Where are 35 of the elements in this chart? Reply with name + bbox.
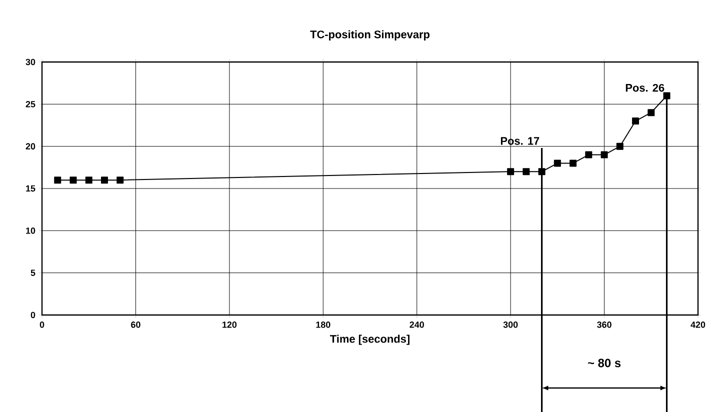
y-tick-label: 15 bbox=[26, 185, 36, 192]
point bbox=[522, 168, 530, 176]
point bbox=[616, 142, 624, 150]
point bbox=[554, 160, 561, 167]
x-tick-label: 120 bbox=[222, 322, 237, 328]
point bbox=[116, 176, 124, 184]
x-axis-title: Time [seconds] bbox=[330, 334, 410, 345]
point bbox=[648, 109, 655, 116]
y-tick-label: 20 bbox=[26, 143, 36, 150]
x-tick-label: 60 bbox=[131, 322, 140, 328]
point bbox=[85, 176, 92, 184]
x-tick-label: 240 bbox=[410, 322, 424, 328]
y-tick-label: 30 bbox=[26, 58, 36, 66]
point bbox=[663, 92, 670, 100]
x-tick-label: 180 bbox=[316, 322, 330, 328]
text: ~ 80 s bbox=[588, 358, 621, 368]
point bbox=[70, 176, 77, 184]
y-tick-label: 10 bbox=[26, 227, 36, 234]
point bbox=[538, 168, 546, 176]
ref-line-label: Pos. 26 bbox=[626, 84, 664, 92]
point bbox=[570, 160, 577, 167]
y-tick-label: 5 bbox=[30, 270, 36, 276]
x-tick-label: 300 bbox=[503, 322, 518, 328]
x-tick-label: 420 bbox=[690, 322, 706, 328]
x-tick-label: 360 bbox=[597, 322, 612, 328]
y-tick-label: 0 bbox=[30, 312, 36, 318]
point bbox=[507, 168, 514, 176]
point bbox=[632, 118, 640, 125]
point bbox=[585, 151, 592, 158]
y-tick-label: 25 bbox=[26, 100, 36, 108]
point bbox=[600, 151, 608, 158]
point bbox=[100, 176, 108, 184]
point bbox=[54, 176, 62, 184]
chart-title: TC-position Simpevarp bbox=[310, 30, 430, 40]
x-tick-label: 0 bbox=[40, 322, 44, 328]
